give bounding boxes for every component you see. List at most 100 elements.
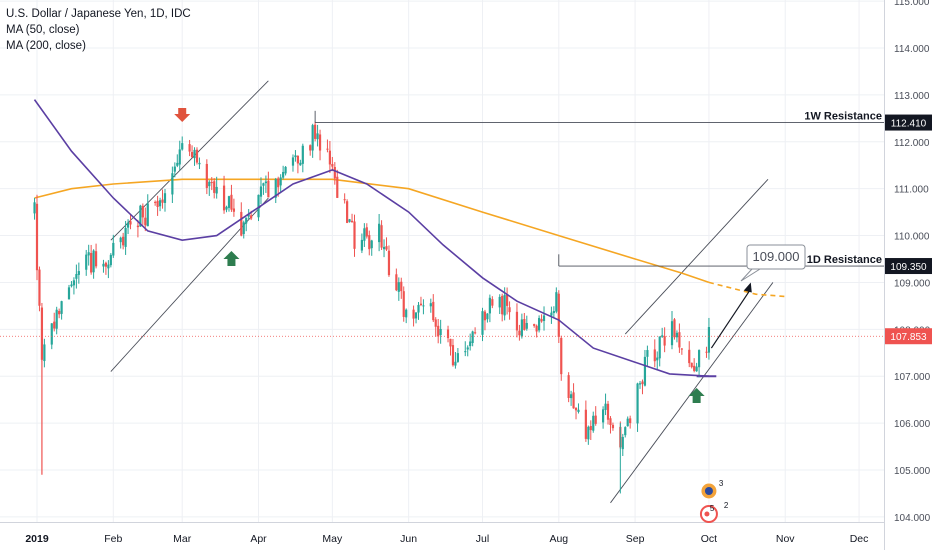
candle-body [488, 297, 491, 314]
candle-body [146, 203, 149, 227]
candle-body [474, 332, 477, 334]
candle-body [515, 311, 519, 331]
candle-body [333, 166, 336, 179]
candle-body [594, 415, 597, 424]
up-arrow-icon [223, 251, 240, 266]
candle-body [215, 186, 218, 194]
candle-body [653, 349, 656, 362]
candle-body [181, 143, 184, 150]
candle-body [481, 311, 484, 335]
candle-body [540, 319, 543, 322]
channel-1-upper[interactable] [110, 80, 269, 241]
candle-body [225, 206, 228, 210]
channel-2-lower[interactable] [610, 282, 774, 504]
candle-body [629, 418, 632, 424]
candles [33, 121, 711, 494]
candle-body [55, 309, 58, 329]
symbol-title[interactable]: U.S. Dollar / Japanese Yen, 1D, IDC [6, 8, 191, 20]
candle-body [141, 205, 144, 218]
x-axis: 2019 Feb Mar Apr May Jun Jul Aug Sep Oct Nov Dec [0, 522, 884, 545]
candle-body [161, 199, 164, 203]
candle-body [520, 319, 523, 337]
candle-body [104, 262, 108, 267]
candle-body [227, 196, 231, 208]
annotations[interactable]: 1W Resistance 112.410 1D Resistance 109.350… [0, 108, 932, 403]
candle-body [267, 180, 270, 198]
candle-body [77, 271, 80, 275]
candle-body [311, 125, 314, 151]
candle-body [678, 332, 681, 348]
candle-body [178, 149, 181, 165]
target-callout-text: 109.000 [753, 249, 800, 264]
candle-body [242, 222, 245, 235]
event-badge-count: 2 [724, 501, 729, 510]
candle-body [176, 162, 179, 166]
candle-body [535, 325, 538, 332]
candle-body [331, 163, 334, 167]
ma200-projection [708, 281, 786, 298]
indicator-ma200[interactable]: MA (200, close) [6, 40, 86, 52]
candle-body [577, 409, 580, 412]
candle-body [353, 221, 356, 249]
candle-body [346, 201, 349, 223]
candle-body [402, 291, 405, 317]
candle-body [264, 181, 267, 184]
candle-body [387, 250, 391, 276]
candle-body [707, 327, 711, 353]
indicator-ma50[interactable]: MA (50, close) [6, 24, 80, 36]
target-callout-box[interactable] [746, 244, 806, 270]
candle-body [503, 295, 506, 316]
candle-body [232, 208, 236, 212]
candle-body [446, 329, 450, 339]
resistance-1w-label: 1W Resistance [804, 111, 882, 123]
trend-drawings[interactable] [110, 80, 774, 504]
candle-body [641, 381, 644, 385]
y-tick-label: 111.000 [894, 185, 929, 196]
last-price-tag [885, 328, 932, 345]
candle-body [50, 323, 53, 345]
candle-body [663, 336, 666, 346]
candle-body [567, 375, 570, 399]
candle-body [173, 166, 176, 172]
event-badges[interactable]: 3 5 2 [699, 479, 729, 523]
candle-body [90, 252, 93, 273]
candle-body [397, 282, 400, 292]
candle-body [589, 425, 592, 431]
candle-body [456, 353, 459, 362]
candle-body [60, 301, 63, 314]
candle-body [611, 424, 615, 429]
candle-body [205, 163, 208, 188]
y-tick-label: 107.000 [894, 372, 931, 383]
candle-body [414, 312, 418, 319]
candle-body [584, 409, 587, 439]
candle-body [122, 236, 125, 246]
candle-body [365, 227, 368, 237]
up-arrow-icon [688, 388, 705, 403]
candle-body [316, 133, 319, 140]
channel-2-upper[interactable] [624, 178, 769, 335]
y-tick-label: 113.000 [894, 91, 930, 102]
candle-body [257, 194, 260, 218]
x-tick-label: Dec [850, 533, 869, 545]
candle-body [449, 338, 452, 347]
candle-body [464, 351, 467, 353]
candle-body [385, 246, 388, 250]
candle-body [609, 418, 612, 426]
candle-body [277, 178, 280, 188]
candle-body [109, 254, 112, 266]
candle-body [72, 280, 76, 286]
y-tick-label: 106.000 [894, 419, 931, 430]
candle-body [380, 225, 383, 248]
x-tick-label: Jun [400, 533, 417, 545]
candle-body [94, 251, 98, 267]
x-tick-label: May [322, 533, 343, 545]
candle-body [198, 162, 201, 165]
candle-body [656, 357, 659, 361]
candle-body [405, 309, 408, 318]
target-arrow-head [743, 282, 752, 293]
candle-body [439, 328, 442, 336]
candle-body [675, 332, 679, 338]
candle-body [156, 200, 159, 207]
